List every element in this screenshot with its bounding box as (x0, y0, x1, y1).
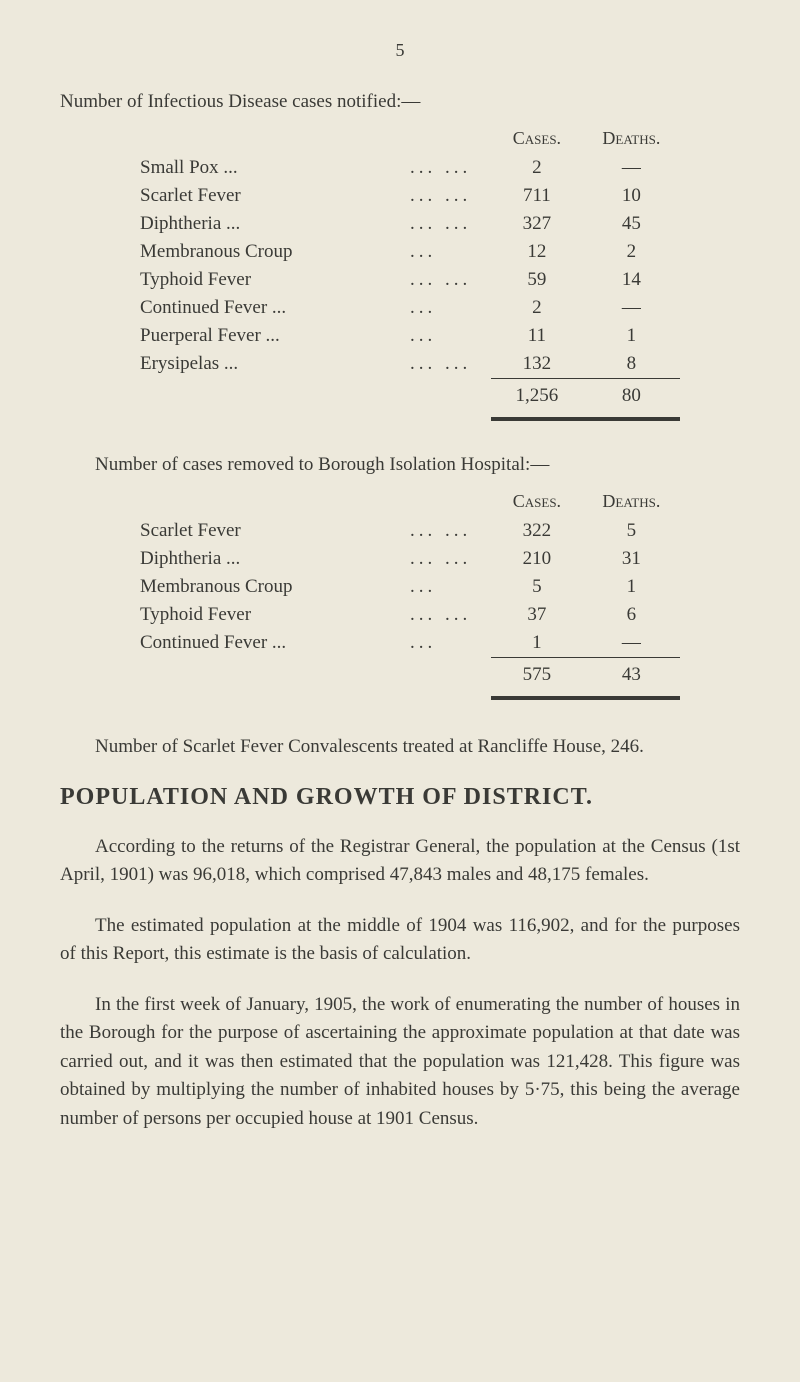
double-rule (491, 696, 583, 700)
total-deaths: 80 (583, 379, 680, 411)
table-row: Membranous Croup ... 12 2 (140, 238, 680, 266)
cases-value: 37 (491, 601, 583, 629)
disease-label: Typhoid Fever (140, 266, 410, 294)
table2-header-cases: Cases. (491, 491, 583, 517)
disease-label: Diphtheria ... (140, 545, 410, 573)
dots: ... ... (410, 266, 491, 294)
table-row: Scarlet Fever ... ... 322 5 (140, 517, 680, 545)
disease-label: Continued Fever ... (140, 294, 410, 322)
disease-label: Small Pox ... (140, 154, 410, 182)
table-row: Scarlet Fever ... ... 711 10 (140, 182, 680, 210)
total-cases: 575 (491, 658, 583, 690)
cases-value: 210 (491, 545, 583, 573)
table1-header-deaths: Deaths. (583, 128, 680, 154)
deaths-value: 14 (583, 266, 680, 294)
table-row: Continued Fever ... ... 1 — (140, 629, 680, 658)
population-heading: POPULATION AND GROWTH OF DISTRICT. (60, 784, 740, 811)
deaths-value: — (583, 294, 680, 322)
cases-value: 59 (491, 266, 583, 294)
table-row: Erysipelas ... ... ... 132 8 (140, 350, 680, 379)
disease-label: Membranous Croup (140, 573, 410, 601)
table-row: Puerperal Fever ... ... 11 1 (140, 322, 680, 350)
infectious-disease-table: Cases. Deaths. Small Pox ... ... ... 2 —… (140, 128, 680, 424)
disease-label: Continued Fever ... (140, 629, 410, 658)
deaths-value: 6 (583, 601, 680, 629)
page-number: 5 (60, 40, 740, 61)
disease-label: Puerperal Fever ... (140, 322, 410, 350)
table2-header-row: Cases. Deaths. (140, 491, 680, 517)
deaths-value: 45 (583, 210, 680, 238)
table1-header-row: Cases. Deaths. (140, 128, 680, 154)
deaths-value: 31 (583, 545, 680, 573)
table-row: Continued Fever ... ... 2 — (140, 294, 680, 322)
disease-label: Scarlet Fever (140, 182, 410, 210)
table-row: Small Pox ... ... ... 2 — (140, 154, 680, 182)
double-rule-row (140, 410, 680, 424)
para-census: According to the returns of the Registra… (60, 833, 740, 890)
double-rule (583, 417, 680, 421)
para-january: In the first week of January, 1905, the … (60, 991, 740, 1134)
table1-header-cases: Cases. (491, 128, 583, 154)
table2-container: Cases. Deaths. Scarlet Fever ... ... 322… (140, 491, 680, 703)
table-row: Typhoid Fever ... ... 37 6 (140, 601, 680, 629)
double-rule (583, 696, 680, 700)
para-estimated: The estimated population at the middle o… (60, 912, 740, 969)
isolation-hospital-table: Cases. Deaths. Scarlet Fever ... ... 322… (140, 491, 680, 703)
table2-intro: Number of cases removed to Borough Isola… (60, 454, 740, 476)
cases-value: 322 (491, 517, 583, 545)
disease-label: Typhoid Fever (140, 601, 410, 629)
deaths-value: 1 (583, 573, 680, 601)
dots: ... ... (410, 182, 491, 210)
cases-value: 1 (491, 629, 583, 658)
total-cases: 1,256 (491, 379, 583, 411)
dots: ... (410, 238, 491, 266)
table2-total-row: 575 43 (140, 658, 680, 690)
table1-container: Cases. Deaths. Small Pox ... ... ... 2 —… (140, 128, 680, 424)
deaths-value: 5 (583, 517, 680, 545)
table1-intro: Number of Infectious Disease cases notif… (60, 91, 740, 113)
dots: ... (410, 573, 491, 601)
table-row: Typhoid Fever ... ... 59 14 (140, 266, 680, 294)
dots: ... ... (410, 517, 491, 545)
dots: ... (410, 294, 491, 322)
deaths-value: — (583, 629, 680, 658)
dots: ... ... (410, 210, 491, 238)
table1-total-row: 1,256 80 (140, 379, 680, 411)
cases-value: 5 (491, 573, 583, 601)
rancliffe-paragraph: Number of Scarlet Fever Convalescents tr… (60, 733, 740, 762)
double-rule-row (140, 689, 680, 703)
dots: ... ... (410, 154, 491, 182)
deaths-value: — (583, 154, 680, 182)
disease-label: Diphtheria ... (140, 210, 410, 238)
cases-value: 12 (491, 238, 583, 266)
disease-label: Scarlet Fever (140, 517, 410, 545)
dots: ... (410, 629, 491, 658)
dots: ... ... (410, 350, 491, 379)
dots: ... ... (410, 545, 491, 573)
cases-value: 132 (491, 350, 583, 379)
deaths-value: 2 (583, 238, 680, 266)
deaths-value: 8 (583, 350, 680, 379)
table-row: Diphtheria ... ... ... 327 45 (140, 210, 680, 238)
table-row: Membranous Croup ... 5 1 (140, 573, 680, 601)
cases-value: 711 (491, 182, 583, 210)
cases-value: 2 (491, 294, 583, 322)
disease-label: Erysipelas ... (140, 350, 410, 379)
dots: ... ... (410, 601, 491, 629)
cases-value: 2 (491, 154, 583, 182)
cases-value: 327 (491, 210, 583, 238)
deaths-value: 10 (583, 182, 680, 210)
disease-label: Membranous Croup (140, 238, 410, 266)
cases-value: 11 (491, 322, 583, 350)
deaths-value: 1 (583, 322, 680, 350)
double-rule (491, 417, 583, 421)
table-row: Diphtheria ... ... ... 210 31 (140, 545, 680, 573)
total-deaths: 43 (583, 658, 680, 690)
dots: ... (410, 322, 491, 350)
table2-header-deaths: Deaths. (583, 491, 680, 517)
